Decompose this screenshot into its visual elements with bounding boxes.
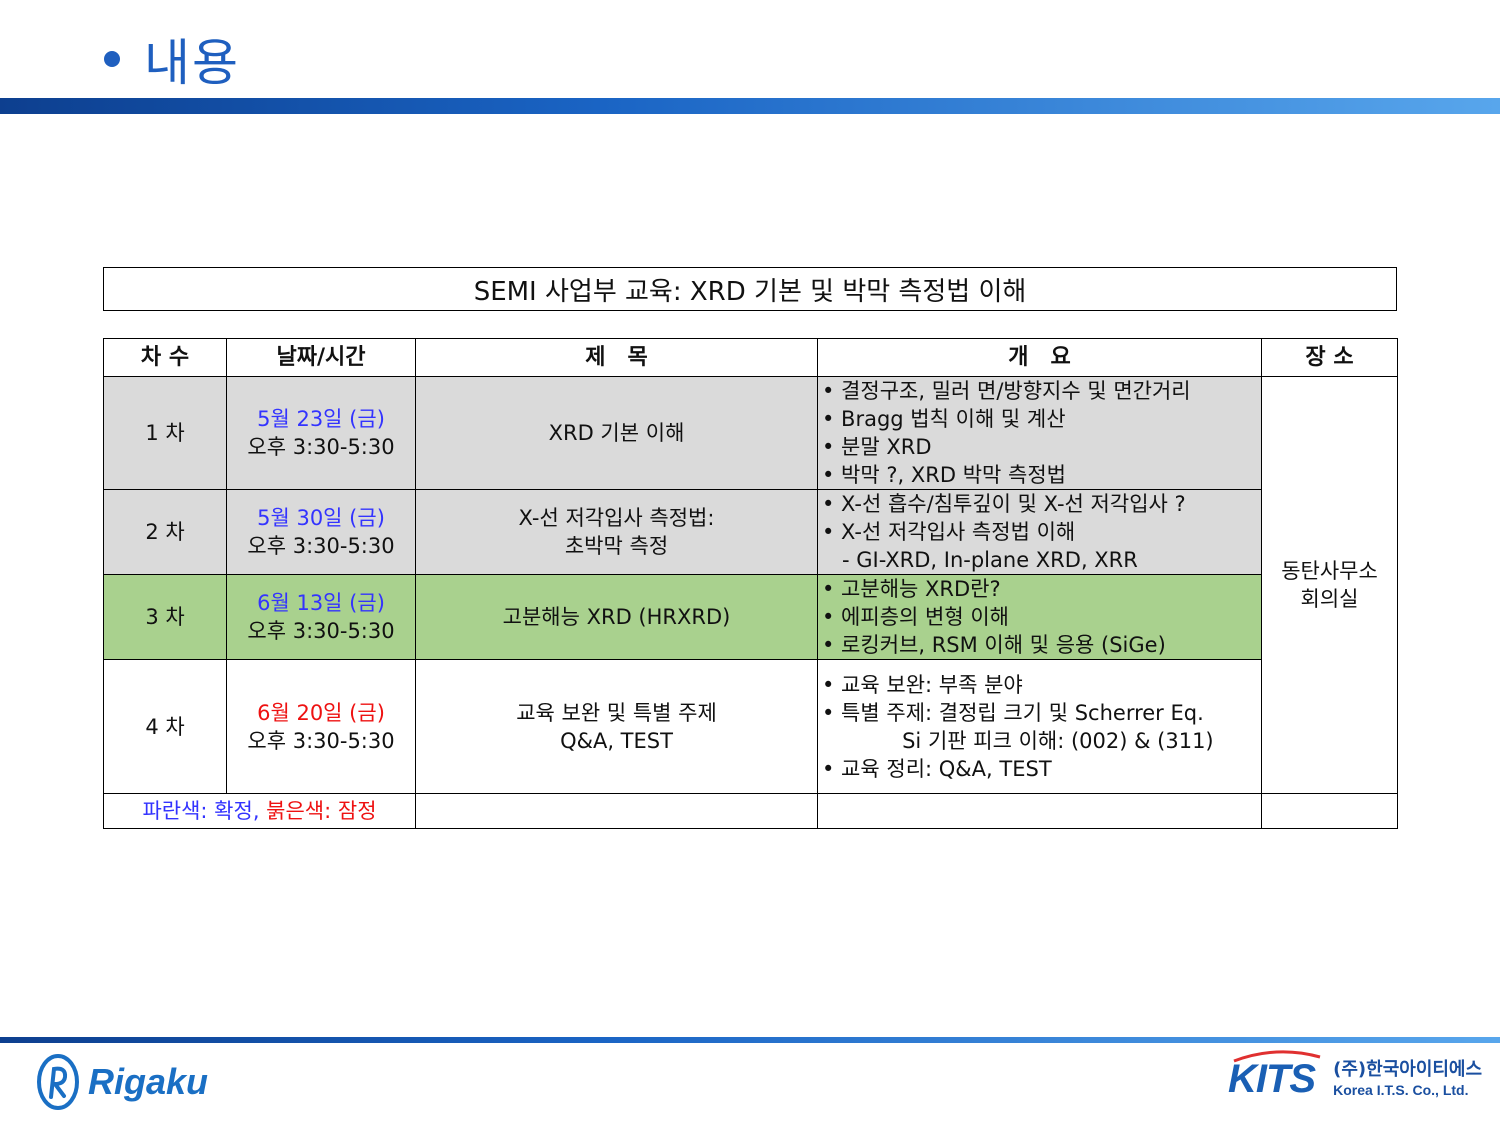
- overview-line: • 박막 ?, XRD 박막 측정법: [822, 463, 1066, 487]
- session-cell: 1 차: [103, 376, 227, 490]
- overview-line: • 분말 XRD: [822, 435, 932, 459]
- table-header-row: 차 수 날짜/시간 제 목 개 요 장 소: [103, 338, 1398, 377]
- date-cell: 5월 23일 (금) 오후 3:30-5:30: [226, 376, 416, 490]
- overview-line: Si 기판 피크 이해: (002) & (311): [822, 728, 1214, 753]
- overview-line: • 교육 보완: 부족 분야: [822, 672, 1023, 697]
- footer-divider-band: [0, 1037, 1500, 1043]
- overview-line: • X-선 저각입사 측정법 이해: [822, 520, 1076, 544]
- overview-line: • 교육 정리: Q&A, TEST: [822, 756, 1052, 781]
- overview-line: • X-선 흡수/침투깊이 및 X-선 저각입사 ?: [822, 492, 1186, 516]
- kits-english-name: Korea I.T.S. Co., Ltd.: [1333, 1081, 1469, 1098]
- date-text: 6월 20일 (금): [257, 700, 385, 725]
- overview-line: • 에피층의 변형 이해: [822, 605, 1009, 629]
- title-line: Q&A, TEST: [560, 728, 673, 753]
- time-text: 오후 3:30-5:30: [247, 619, 395, 643]
- header-date: 날짜/시간: [226, 338, 416, 377]
- header-location: 장 소: [1261, 338, 1398, 377]
- table-row: 3 차 6월 13일 (금) 오후 3:30-5:30 고분해능 XRD (HR…: [103, 574, 1398, 660]
- session-cell: 4 차: [103, 659, 227, 794]
- rigaku-logo-text: Rigaku: [88, 1061, 209, 1102]
- date-cell: 5월 30일 (금) 오후 3:30-5:30: [226, 489, 416, 575]
- overview-line: • 고분해능 XRD란?: [822, 577, 1001, 601]
- location-cell: 동탄사무소 회의실: [1261, 376, 1398, 794]
- slide-title: 내용: [104, 24, 240, 94]
- time-text: 오후 3:30-5:30: [247, 435, 395, 459]
- kits-name: (주)한국아이티에스 Korea I.T.S. Co., Ltd.: [1333, 1058, 1483, 1100]
- legend-row: 파란색: 확정, 붉은색: 잠정: [103, 793, 1398, 829]
- date-text: 6월 13일 (금): [257, 591, 385, 615]
- table-row: 1 차 5월 23일 (금) 오후 3:30-5:30 XRD 기본 이해 • …: [103, 376, 1398, 794]
- location-line: 동탄사무소: [1281, 559, 1378, 583]
- table-row: 2 차 5월 30일 (금) 오후 3:30-5:30 X-선 저각입사 측정법…: [103, 489, 1398, 575]
- date-cell: 6월 13일 (금) 오후 3:30-5:30: [226, 574, 416, 660]
- title-cell: 고분해능 XRD (HRXRD): [415, 574, 818, 660]
- title-line: XRD 기본 이해: [548, 421, 685, 445]
- schedule-table: 차 수 날짜/시간 제 목 개 요 장 소 1 차 5월 23일 (금) 오후 …: [103, 338, 1398, 829]
- header-divider-band: [0, 98, 1500, 114]
- title-cell: X-선 저각입사 측정법: 초박막 측정: [415, 489, 818, 575]
- rigaku-emblem-icon: [37, 1054, 79, 1110]
- rigaku-logo: Rigaku: [36, 1053, 208, 1111]
- legend-cell: 파란색: 확정, 붉은색: 잠정: [103, 793, 416, 829]
- date-cell: 6월 20일 (금) 오후 3:30-5:30: [226, 659, 416, 794]
- header-overview: 개 요: [817, 338, 1262, 377]
- overview-cell: • 결정구조, 밀러 면/방향지수 및 면간거리 • Bragg 법칙 이해 및…: [817, 376, 1262, 490]
- course-title-box: SEMI 사업부 교육: XRD 기본 및 박막 측정법 이해: [103, 267, 1397, 311]
- overview-line: • Bragg 법칙 이해 및 계산: [822, 407, 1066, 431]
- overview-cell: • 고분해능 XRD란? • 에피층의 변형 이해 • 로킹커브, RSM 이해…: [817, 574, 1262, 660]
- title-cell: XRD 기본 이해: [415, 376, 818, 490]
- time-text: 오후 3:30-5:30: [247, 534, 395, 558]
- empty-cell: [415, 793, 818, 829]
- title-line: X-선 저각입사 측정법:: [518, 506, 715, 530]
- date-text: 5월 30일 (금): [257, 506, 385, 530]
- legend-tentative: 붉은색: 잠정: [266, 799, 377, 823]
- kits-korean-name: (주)한국아이티에스: [1333, 1058, 1483, 1080]
- session-cell: 2 차: [103, 489, 227, 575]
- overview-line: - GI-XRD, In-plane XRD, XRR: [822, 548, 1138, 572]
- location-line: 회의실: [1300, 587, 1359, 611]
- date-text: 5월 23일 (금): [257, 407, 385, 431]
- title-cell: 교육 보완 및 특별 주제 Q&A, TEST: [415, 659, 818, 794]
- header-session: 차 수: [103, 338, 227, 377]
- legend-confirmed: 파란색: 확정,: [142, 799, 267, 823]
- empty-cell: [817, 793, 1262, 829]
- time-text: 오후 3:30-5:30: [247, 728, 395, 753]
- empty-cell: [1261, 793, 1398, 829]
- title-bullet-icon: [104, 51, 120, 67]
- title-line: 고분해능 XRD (HRXRD): [502, 605, 731, 629]
- kits-swoosh-icon: [1233, 1050, 1321, 1063]
- overview-line: • 특별 주제: 결정립 크기 및 Scherrer Eq.: [822, 700, 1204, 725]
- title-line: 초박막 측정: [564, 534, 669, 558]
- table-row: 4 차 6월 20일 (금) 오후 3:30-5:30 교육 보완 및 특별 주…: [103, 659, 1398, 794]
- kits-mark-group: KITS: [1228, 1050, 1321, 1102]
- header-title: 제 목: [415, 338, 818, 377]
- kits-mark-text: KITS: [1228, 1057, 1316, 1101]
- overview-cell: • 교육 보완: 부족 분야 • 특별 주제: 결정립 크기 및 Scherre…: [817, 659, 1262, 794]
- overview-line: • 로킹커브, RSM 이해 및 응용 (SiGe): [822, 633, 1166, 657]
- slide-title-text: 내용: [144, 34, 240, 92]
- session-cell: 3 차: [103, 574, 227, 660]
- kits-logo: KITS (주)한국아이티에스 Korea I.T.S. Co., Ltd.: [1228, 1050, 1483, 1102]
- title-line: 교육 보완 및 특별 주제: [516, 700, 717, 725]
- overview-line: • 결정구조, 밀러 면/방향지수 및 면간거리: [822, 379, 1191, 403]
- overview-cell: • X-선 흡수/침투깊이 및 X-선 저각입사 ? • X-선 저각입사 측정…: [817, 489, 1262, 575]
